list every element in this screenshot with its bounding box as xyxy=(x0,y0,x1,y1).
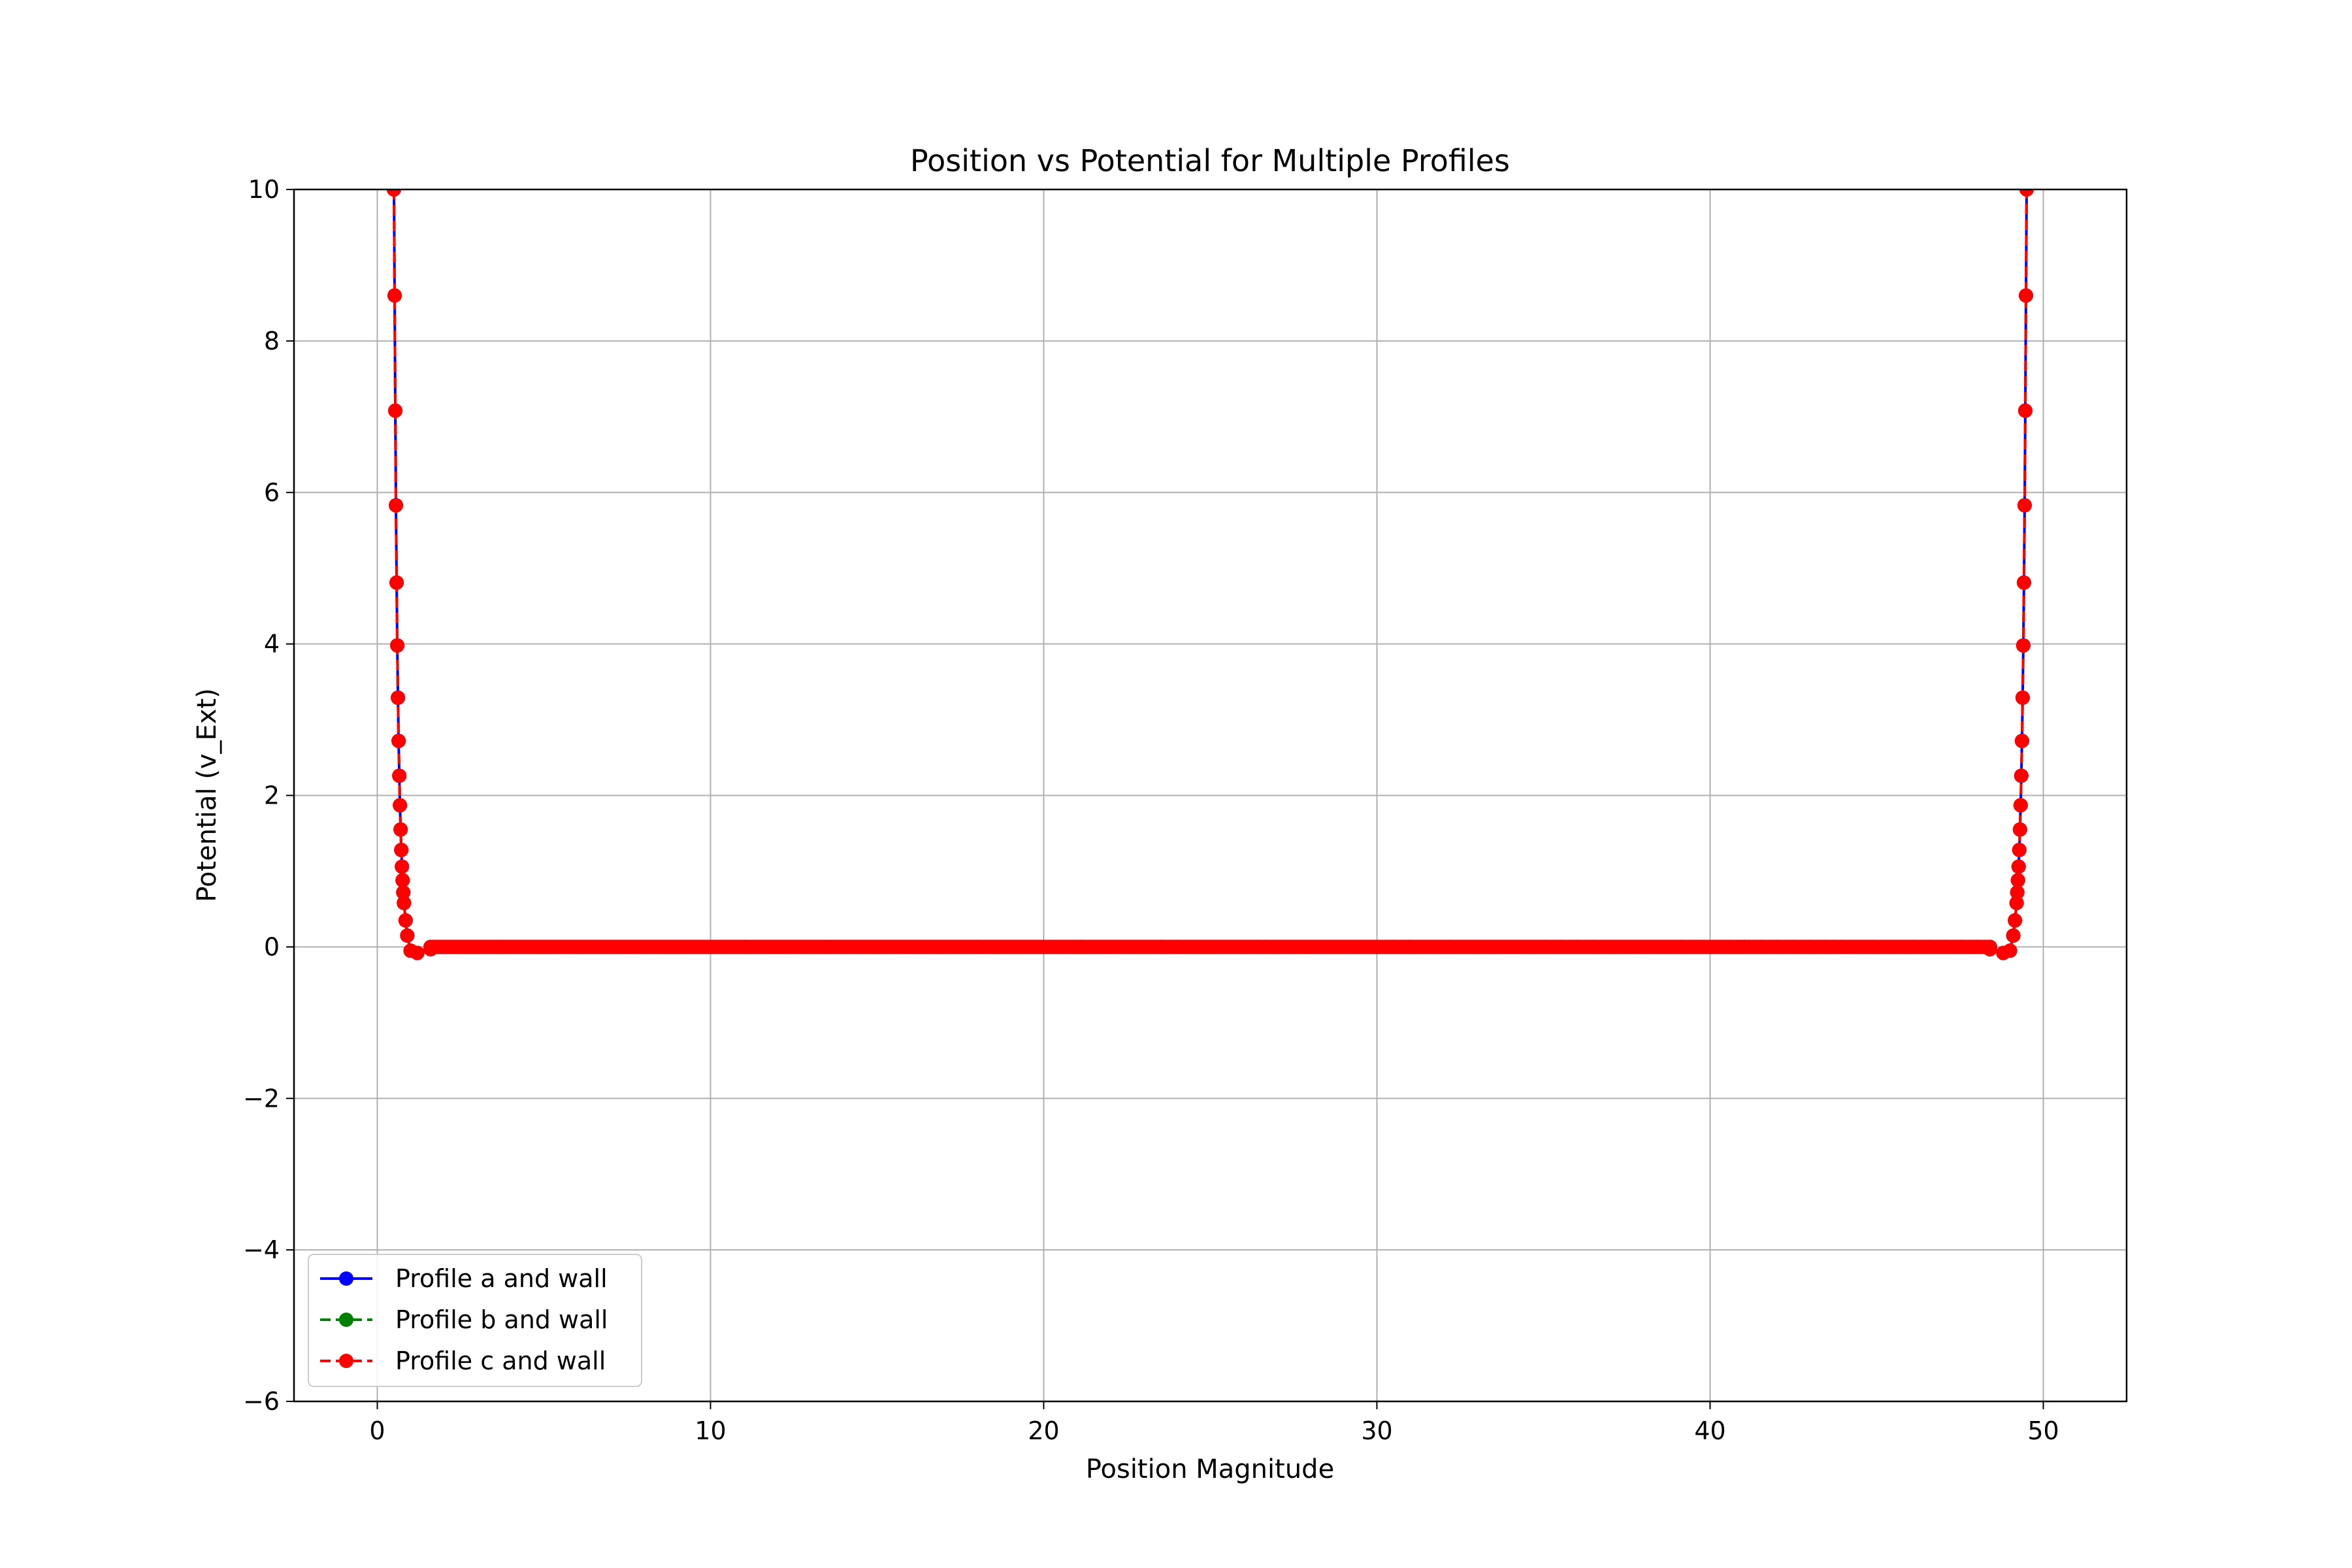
legend-marker-b xyxy=(339,1313,353,1327)
legend-marker-c xyxy=(339,1354,353,1368)
x-axis-label: Position Magnitude xyxy=(1086,1454,1334,1484)
data-point xyxy=(2010,885,2025,900)
data-point xyxy=(390,638,405,653)
legend-entry-b: Profile b and wall xyxy=(320,1305,608,1334)
legend-label-a: Profile a and wall xyxy=(395,1264,608,1293)
data-point xyxy=(2002,943,2017,958)
data-point xyxy=(389,575,404,590)
y-tick-label: 6 xyxy=(264,478,280,507)
y-tick-label: 0 xyxy=(264,932,280,961)
legend-marker-a xyxy=(339,1271,353,1286)
legend-box xyxy=(308,1254,642,1387)
y-tick-label: 8 xyxy=(264,327,280,355)
data-point xyxy=(2006,928,2021,943)
data-point xyxy=(391,690,406,705)
data-point xyxy=(392,768,407,783)
clipped-series xyxy=(387,189,2034,960)
x-axis-ticks: 0 10 20 30 40 50 xyxy=(369,1401,2059,1445)
data-point xyxy=(395,859,410,874)
y-axis-ticks: −6 −4 −2 0 2 4 6 8 10 xyxy=(243,175,294,1416)
chart-title: Position vs Potential for Multiple Profi… xyxy=(910,143,1510,178)
data-point xyxy=(400,928,415,943)
legend-label-b: Profile b and wall xyxy=(395,1305,608,1334)
data-point xyxy=(2016,575,2031,590)
y-tick-label: 10 xyxy=(248,175,280,204)
data-point xyxy=(2011,859,2026,874)
x-tick-label: 10 xyxy=(694,1416,726,1445)
data-point xyxy=(2012,822,2027,837)
data-point xyxy=(398,913,413,928)
data-point xyxy=(2016,638,2031,653)
x-tick-label: 40 xyxy=(1694,1416,1725,1445)
data-point xyxy=(2014,734,2029,749)
data-point xyxy=(393,822,408,837)
data-point xyxy=(2018,288,2033,303)
y-axis-label: Potential (v_Ext) xyxy=(192,688,222,902)
data-point xyxy=(2008,913,2023,928)
legend-entry-c: Profile c and wall xyxy=(320,1347,606,1375)
data-point xyxy=(388,403,403,418)
x-tick-label: 50 xyxy=(2027,1416,2059,1445)
data-point xyxy=(2013,798,2028,813)
data-point xyxy=(2019,189,2034,197)
legend-entry-a: Profile a and wall xyxy=(320,1264,608,1293)
data-point xyxy=(2012,842,2027,857)
data-point xyxy=(2010,873,2025,888)
x-tick-label: 20 xyxy=(1028,1416,1059,1445)
y-tick-label: −4 xyxy=(243,1235,280,1264)
data-point xyxy=(387,189,401,197)
data-point xyxy=(391,734,406,749)
data-point xyxy=(2015,690,2030,705)
x-tick-label: 0 xyxy=(369,1416,385,1445)
data-point xyxy=(387,288,402,303)
data-point xyxy=(410,945,425,960)
data-point xyxy=(393,798,408,813)
y-tick-label: −2 xyxy=(243,1084,280,1113)
y-tick-label: 4 xyxy=(264,630,280,659)
data-point xyxy=(2017,403,2033,418)
data-point xyxy=(2014,768,2029,783)
series-layer xyxy=(387,189,2034,960)
data-point xyxy=(1982,941,1997,956)
data-point xyxy=(389,498,404,513)
data-point xyxy=(397,896,412,911)
data-point xyxy=(2009,896,2024,911)
legend: Profile a and wall Profile b and wall Pr… xyxy=(308,1254,642,1387)
y-tick-label: 2 xyxy=(264,781,280,810)
y-tick-label: −6 xyxy=(243,1387,280,1416)
legend-label-c: Profile c and wall xyxy=(395,1347,606,1375)
series-markers-2 xyxy=(387,189,2034,960)
data-point xyxy=(396,885,411,900)
data-point xyxy=(395,873,410,888)
data-point xyxy=(394,842,409,857)
x-tick-label: 30 xyxy=(1361,1416,1392,1445)
data-point xyxy=(2017,498,2032,513)
